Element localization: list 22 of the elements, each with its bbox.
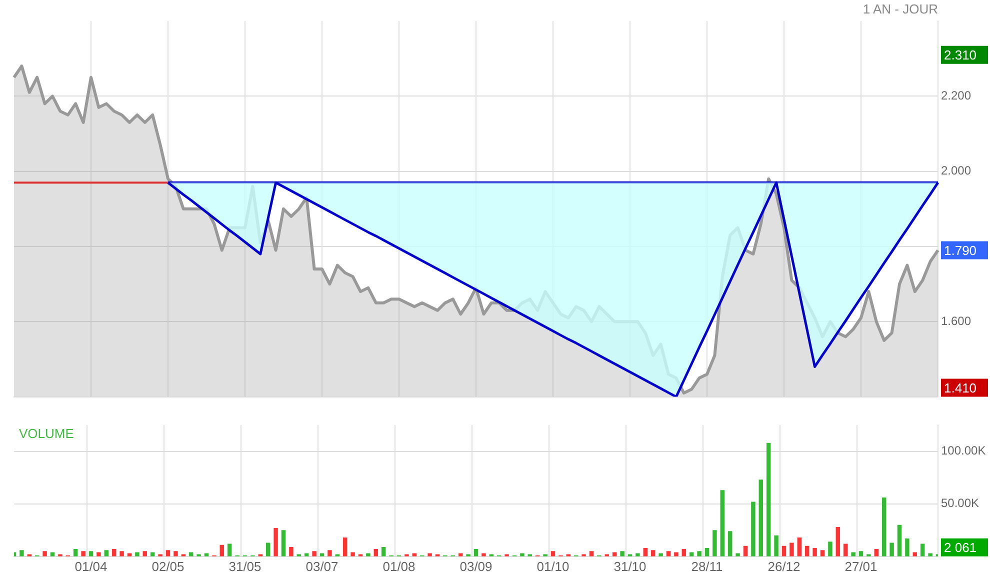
y-tick-label: 2.000 xyxy=(941,164,972,178)
x-tick-label: 31/10 xyxy=(614,558,646,574)
x-tick-label: 03/09 xyxy=(460,558,492,574)
x-tick-label: 27/01 xyxy=(844,558,878,574)
text: 1 AN - JOUR xyxy=(862,2,938,17)
x-tick-label: 28/11 xyxy=(691,558,723,574)
x-tick-label: 01/10 xyxy=(536,558,570,574)
x-tick-label: 03/07 xyxy=(306,558,338,574)
text: 2.310 xyxy=(944,47,977,62)
text: 1.790 xyxy=(944,242,977,258)
x-tick-label: 02/05 xyxy=(152,558,184,574)
text: 1.410 xyxy=(944,380,977,396)
x-tick-label: 31/05 xyxy=(228,558,262,574)
x-tick-label: 01/04 xyxy=(74,558,108,574)
y-tick-label: 100.00K xyxy=(941,444,986,458)
text: 2 061 xyxy=(944,540,977,555)
x-tick-label: 01/08 xyxy=(382,558,416,574)
annotation: VOLUME xyxy=(19,426,74,442)
y-tick-label: 50.00K xyxy=(941,496,980,510)
y-tick-label: 1.600 xyxy=(941,314,972,328)
x-tick-label: 26/12 xyxy=(768,558,800,574)
y-tick-label: 2.200 xyxy=(941,88,972,102)
